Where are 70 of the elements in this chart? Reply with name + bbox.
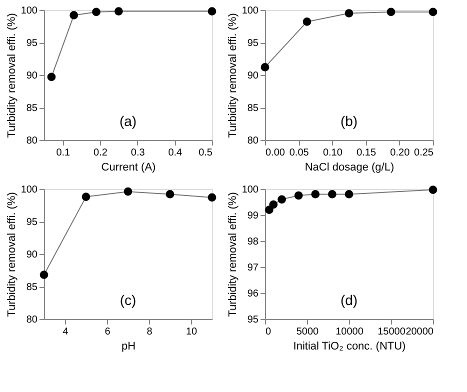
x-tick-label: 0.00 xyxy=(266,148,286,158)
point xyxy=(40,270,48,279)
y-tick-label: 80 xyxy=(247,136,259,146)
annotation: (a) xyxy=(119,113,137,129)
x-tick-label: 5000 xyxy=(296,326,320,338)
y-tick-label: 80 xyxy=(26,314,38,326)
y-tick-label: 96 xyxy=(247,288,259,300)
annotation: (b) xyxy=(340,113,358,129)
y-axis-title: Turbidity removal effi. (%) xyxy=(6,192,18,317)
x-tick-label: 0.25 xyxy=(414,148,434,158)
point xyxy=(269,200,278,209)
point xyxy=(208,7,216,16)
x-tick-label: 20000 xyxy=(406,326,434,338)
point xyxy=(328,190,336,198)
y-tick-label: 100 xyxy=(242,6,259,16)
x-axis-title: Current (A) xyxy=(101,162,156,174)
x-tick-label: 10 xyxy=(186,326,198,338)
y-tick-label: 90 xyxy=(247,70,259,82)
y-tick-label: 99 xyxy=(247,210,259,222)
y-axis-title: Turbidity removal effi. (%) xyxy=(226,192,239,317)
y-axis-title: Turbidity removal effi. (%) xyxy=(6,13,18,138)
x-tick-label: 0.10 xyxy=(322,148,343,158)
point xyxy=(82,192,90,201)
x-tick-label: 0.15 xyxy=(356,148,376,158)
point xyxy=(344,190,354,198)
point xyxy=(124,187,132,196)
annotation: (c) xyxy=(120,292,136,308)
y-tick-label: 95 xyxy=(247,38,259,49)
x-tick-label: 0.20 xyxy=(390,148,410,158)
y-tick-label: 90 xyxy=(26,250,38,260)
x-tick-label: 8 xyxy=(146,326,153,338)
x-tick-label: 0.1 xyxy=(56,148,71,158)
y-tick-label: 85 xyxy=(247,103,259,114)
y-tick-label: 97 xyxy=(247,262,259,274)
annotation: (d) xyxy=(340,292,358,308)
y-tick-label: 98 xyxy=(247,236,259,248)
point xyxy=(47,72,56,82)
point xyxy=(92,8,100,16)
x-tick-label: 4 xyxy=(62,326,69,338)
x-axis-title: Initial TiO₂ conc. (NTU) xyxy=(293,340,406,352)
x-tick-label: 0.4 xyxy=(168,148,183,158)
y-tick-label: 95 xyxy=(26,217,38,228)
point xyxy=(70,11,78,20)
point xyxy=(208,193,216,202)
y-tick-label: 85 xyxy=(26,282,38,293)
y-tick-label: 85 xyxy=(26,103,38,114)
x-tick-label: 0.3 xyxy=(130,148,146,158)
point xyxy=(311,190,320,198)
y-tick-label: 100 xyxy=(20,6,38,16)
point xyxy=(428,186,438,194)
x-tick-label: 0.5 xyxy=(198,148,213,158)
x-tick-label: 6 xyxy=(104,326,111,338)
y-axis-title: Turbidity removal effi. (%) xyxy=(226,13,239,138)
y-tick-label: 80 xyxy=(26,136,38,146)
x-tick-label: 0.2 xyxy=(94,148,108,158)
y-tick-label: 95 xyxy=(26,38,38,49)
y-tick-label: 100 xyxy=(242,184,259,196)
x-tick-label: 0.05 xyxy=(289,148,310,158)
point xyxy=(294,191,303,200)
x-tick-label: 10000 xyxy=(336,326,364,338)
x-axis-title: pH xyxy=(121,340,136,352)
x-tick-label: 15000 xyxy=(378,326,406,338)
x-tick-label: 0 xyxy=(266,326,272,338)
y-tick-label: 90 xyxy=(26,70,38,82)
y-tick-label: 95 xyxy=(247,314,259,326)
point xyxy=(166,190,174,198)
point xyxy=(278,195,286,204)
x-axis-title: NaCl dosage (g/L) xyxy=(304,162,394,174)
point xyxy=(114,7,123,16)
y-tick-label: 100 xyxy=(20,184,38,196)
